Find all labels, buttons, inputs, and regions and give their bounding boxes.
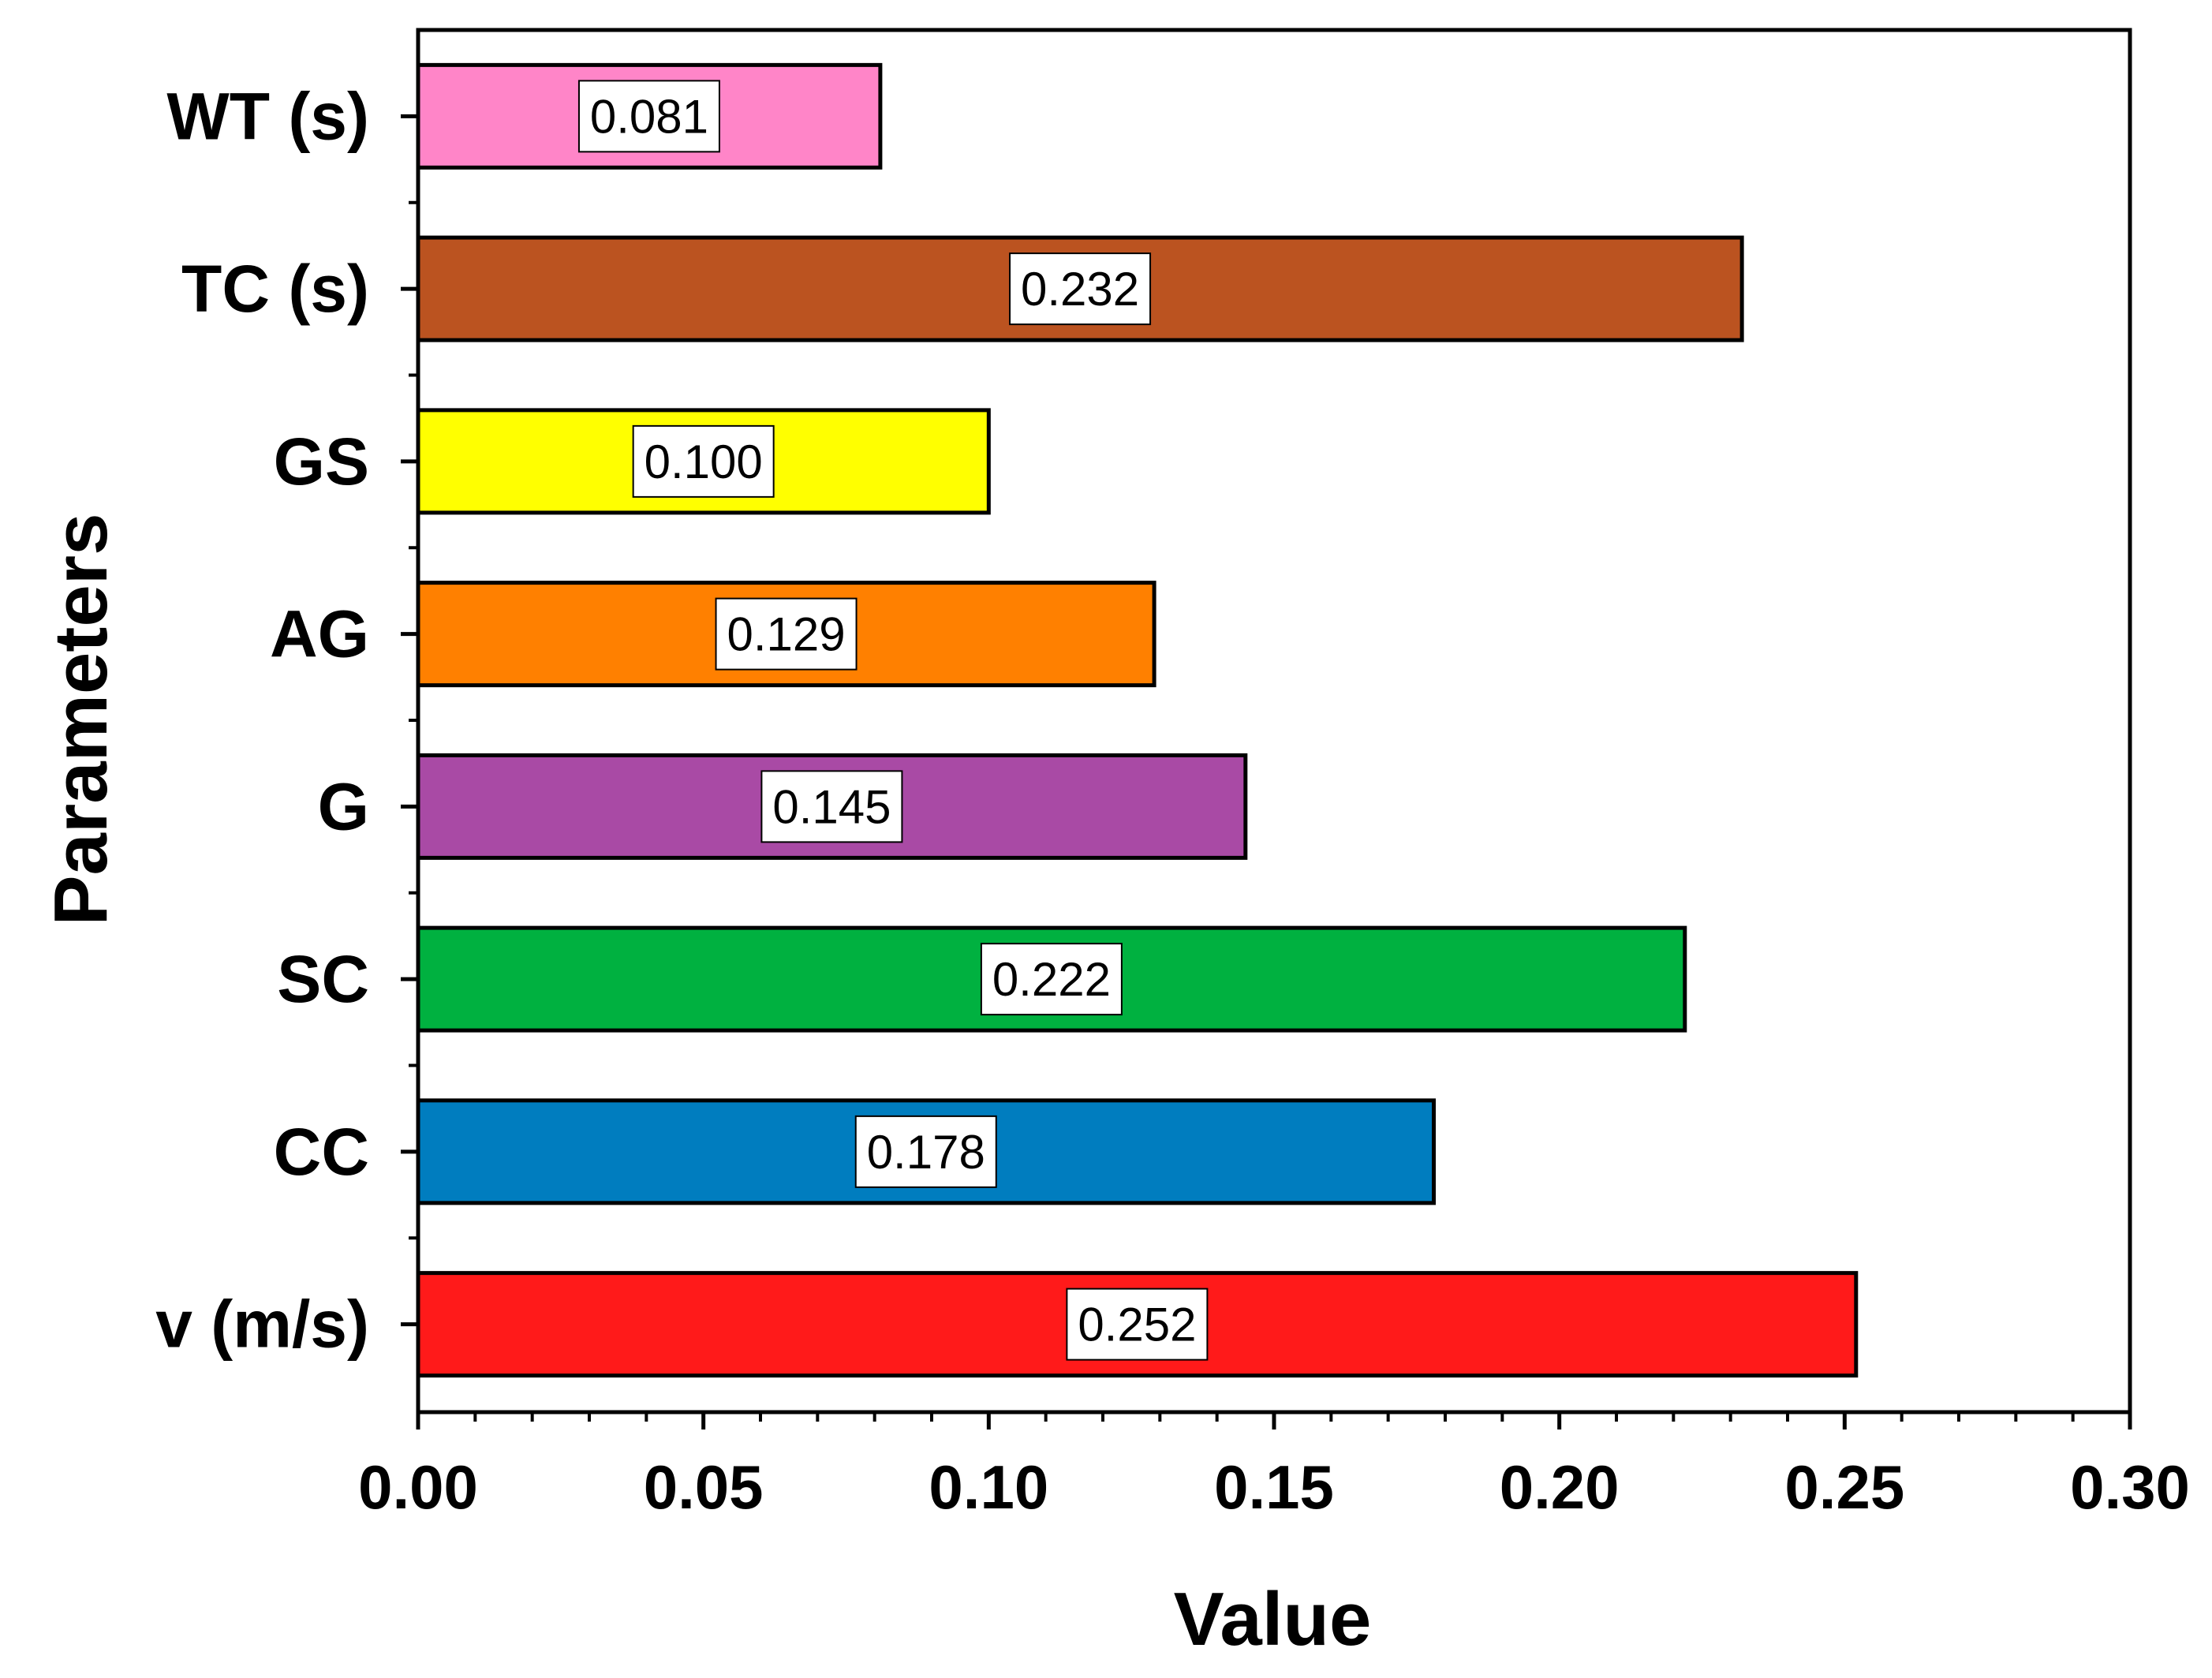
category-label-5: G: [318, 769, 369, 843]
data-label-7: 0.178: [867, 1126, 985, 1179]
data-label-box-3: [632, 424, 775, 498]
y-axis-title: Parameters: [39, 513, 123, 925]
data-label-box-2: [1009, 252, 1152, 326]
data-label-box-7: [854, 1115, 997, 1188]
x-tick-label-5: 0.20: [1500, 1452, 1620, 1522]
x-tick-label-4: 0.15: [1214, 1452, 1334, 1522]
bars-layer: 0.081 0.232 0.100 0.129 0.145 0.222 0.178 0.252: [416, 62, 1859, 1378]
data-label-4: 0.129: [727, 608, 845, 661]
data-label-5: 0.145: [772, 780, 891, 833]
data-label-box-6: [980, 943, 1123, 1016]
data-label-8: 0.252: [1078, 1299, 1196, 1351]
category-label-1: WT (s): [166, 79, 369, 153]
data-label-box-8: [1066, 1287, 1209, 1361]
x-tick-label-1: 0.00: [358, 1452, 478, 1522]
category-label-2: TC (s): [181, 252, 369, 326]
category-label-8: v (m/s): [155, 1287, 369, 1362]
x-tick-label-7: 0.30: [2070, 1452, 2190, 1522]
data-label-box-5: [760, 770, 903, 843]
x-tick-label-2: 0.05: [644, 1452, 764, 1522]
x-axis: 0.00 0.05 0.10 0.15 0.20 0.25 0.30: [358, 1412, 2190, 1522]
x-tick-label-3: 0.10: [929, 1452, 1048, 1522]
category-label-7: CC: [274, 1115, 369, 1189]
data-label-3: 0.100: [645, 435, 763, 488]
data-label-1: 0.081: [590, 90, 708, 143]
data-label-box-4: [715, 597, 858, 671]
x-axis-title: Value: [1174, 1577, 1372, 1661]
category-label-3: GS: [274, 424, 369, 499]
category-label-6: SC: [277, 942, 369, 1016]
data-label-6: 0.222: [992, 953, 1111, 1006]
y-axis: WT (s) TC (s) GS AG G SC CC v (m/s): [155, 79, 418, 1362]
x-tick-label-6: 0.25: [1784, 1452, 1904, 1522]
data-label-2: 0.232: [1021, 263, 1139, 316]
category-label-4: AG: [270, 597, 369, 671]
data-label-box-1: [577, 80, 720, 153]
